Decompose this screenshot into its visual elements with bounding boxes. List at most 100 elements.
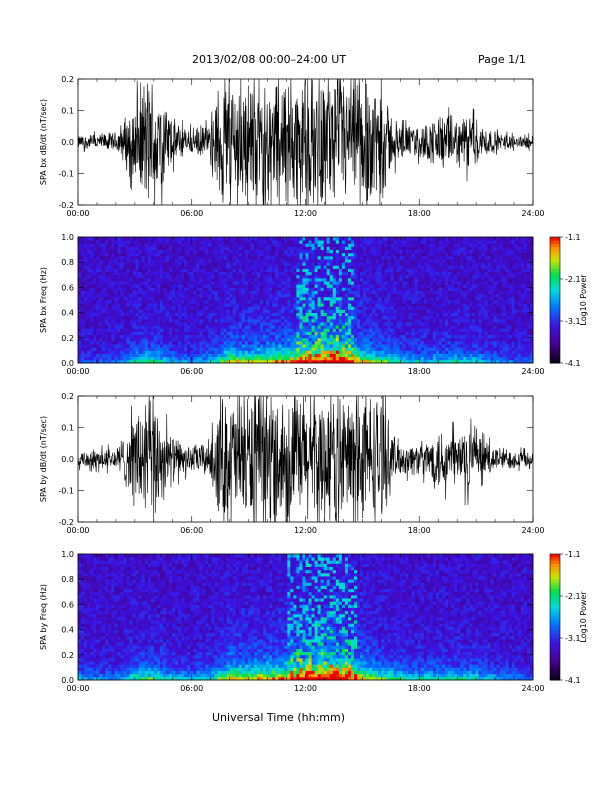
heatmap-cell [347,290,352,295]
heatmap-cell [344,293,349,298]
heatmap-cell [153,331,158,336]
heatmap-cell [369,274,373,279]
heatmap-cell [175,284,179,288]
heatmap-cell [393,303,397,307]
heatmap-cell [372,259,376,263]
heatmap-cell [296,274,300,279]
heatmap-cell [153,303,158,307]
heatmap-cell [238,262,243,266]
heatmap-cell [396,359,400,364]
heatmap-cell [402,249,406,254]
heatmap-cell [217,334,221,339]
heatmap-cell [287,306,291,310]
heatmap-cell [429,315,434,320]
heatmap-cell [105,252,109,257]
heatmap-cell [375,277,379,282]
heatmap-cell [338,249,343,254]
heatmap-cell [332,300,337,304]
heatmap-cell [296,265,300,269]
heatmap-cell [223,240,228,244]
heatmap-cell [169,312,173,317]
heatmap-cell [317,353,322,358]
heatmap-cell [205,347,209,351]
heatmap-cell [165,312,170,317]
heatmap-cell [332,331,337,336]
heatmap-cell [205,350,209,354]
heatmap-cell [384,334,388,339]
heatmap-cell [405,293,410,298]
heatmap-cell [302,340,306,345]
heatmap-cell [169,306,173,310]
heatmap-cell [153,252,158,257]
heatmap-cell [162,296,167,301]
heatmap-cell [299,344,303,348]
heatmap-cell [208,287,212,291]
heatmap-cell [429,287,434,291]
heatmap-cell [205,246,209,250]
heatmap-cell [369,318,373,323]
heatmap-cell [381,306,385,310]
heatmap-cell [445,315,449,320]
heatmap-cell [138,303,143,307]
heatmap-cell [232,359,237,364]
heatmap-cell [335,300,340,304]
heatmap-cell [253,268,258,273]
heatmap-cell [211,290,215,295]
heatmap-cell [263,296,267,301]
heatmap-cell [187,255,191,260]
heatmap-cell [399,249,403,254]
heatmap-cell [172,243,176,247]
heatmap-cell [357,350,361,354]
heatmap-cell [217,340,221,345]
heatmap-cell [220,277,224,282]
heatmap-cell [269,265,273,269]
heatmap-cell [129,252,133,257]
heatmap-cell [354,290,358,295]
heatmap-cell [93,337,97,342]
heatmap-cell [396,296,400,301]
heatmap-cell [241,259,246,263]
heatmap-cell [193,322,197,326]
heatmap-cell [381,303,385,307]
heatmap-cell [396,249,400,254]
heatmap-cell [120,249,124,254]
heatmap-cell [220,356,224,361]
heatmap-cell [272,353,276,358]
heatmap-cell [117,268,121,273]
heatmap-cell [165,322,170,326]
heatmap-cell [81,318,85,323]
heatmap-cell [323,350,328,354]
heatmap-cell [438,359,443,364]
heatmap-cell [223,262,228,266]
heatmap-cell [384,322,388,326]
heatmap-cell [229,262,234,266]
heatmap-cell [420,300,425,304]
heatmap-cell [302,265,306,269]
heatmap-cell [314,262,319,266]
heatmap-cell [442,296,446,301]
heatmap-cell [123,265,127,269]
heatmap-cell [314,284,319,288]
heatmap-cell [308,309,312,313]
heatmap-cell [335,318,340,323]
heatmap-cell [165,249,170,254]
heatmap-cell [223,325,228,329]
heatmap-cell [438,287,443,291]
heatmap-cell [448,318,452,323]
heatmap-cell [105,334,109,339]
heatmap-cell [320,262,325,266]
heatmap-cell [250,353,255,358]
heatmap-cell [132,277,137,282]
heatmap-cell [175,271,179,276]
heatmap-cell [217,356,221,361]
heatmap-cell [187,344,191,348]
heatmap-cell [260,328,264,332]
heatmap-cell [99,293,103,298]
heatmap-cell [250,249,255,254]
heatmap-cell [314,312,319,317]
heatmap-cell [442,246,446,250]
heatmap-cell [384,290,388,295]
heatmap-cell [81,356,85,361]
heatmap-cell [269,353,273,358]
heatmap-cell [314,328,319,332]
